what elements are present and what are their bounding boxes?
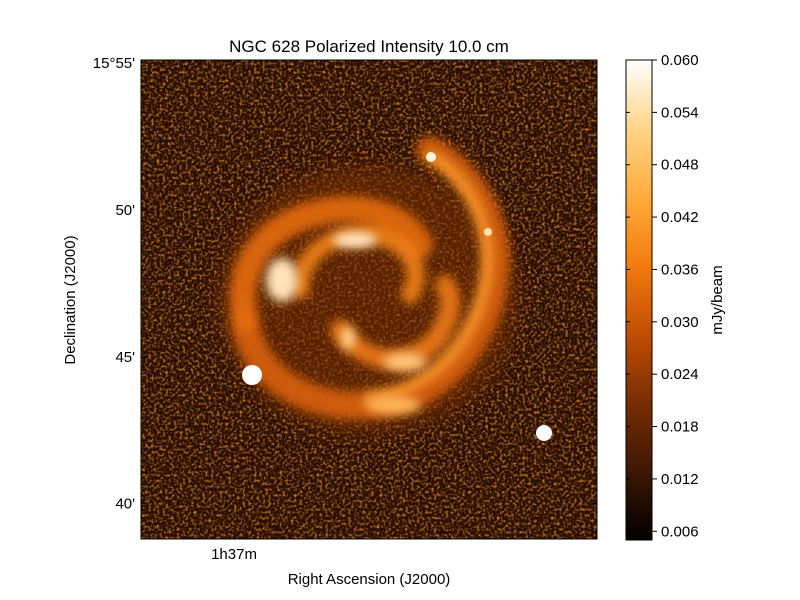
colorbar-label: mJy/beam <box>709 265 726 334</box>
y-axis: 15°55' 50' 45' 40' <box>93 55 597 513</box>
colorbar-tick-label: 0.006 <box>661 523 699 540</box>
source-south-west <box>536 425 552 441</box>
west-arm <box>229 196 433 333</box>
y-tick-label: 50' <box>115 202 135 219</box>
colorbar: 0.060 0.054 0.048 0.042 0.036 0.030 0.024 0.018… <box>625 52 726 541</box>
x-axis: 1h37m <box>211 60 257 563</box>
colorbar-tick-label: 0.024 <box>661 366 699 383</box>
y-axis-label: Declination (J2000) <box>62 235 79 364</box>
colorbar-tick-label: 0.018 <box>661 419 699 436</box>
y-tick-label: 45' <box>115 349 135 366</box>
source-arm-west <box>484 228 492 236</box>
outer-arm-core <box>364 152 493 402</box>
inner-arm-south <box>330 275 460 370</box>
x-axis-label: Right Ascension (J2000) <box>288 571 451 588</box>
colorbar-tick-label: 0.054 <box>661 104 699 121</box>
colorbar-gradient <box>625 59 653 541</box>
point-sources <box>242 152 552 441</box>
chart-title: NGC 628 Polarized Intensity 10.0 cm <box>229 37 509 56</box>
outer-arm <box>231 136 510 420</box>
colorbar-tick-label: 0.036 <box>661 261 699 278</box>
colorbar-tick-label: 0.048 <box>661 157 699 174</box>
bright-knots <box>266 232 427 414</box>
y-tick-label: 15°55' <box>93 55 135 72</box>
plot-frame <box>140 59 598 540</box>
colorbar-tick-label: 0.042 <box>661 209 699 226</box>
source-east <box>242 365 262 385</box>
colorbar-tick-label: 0.060 <box>661 52 699 69</box>
colorbar-tick-label: 0.012 <box>661 471 699 488</box>
colorbar-ticks: 0.060 0.054 0.048 0.042 0.036 0.030 0.024 0.018… <box>626 52 699 540</box>
image-panel <box>141 60 597 539</box>
source-north <box>426 152 436 162</box>
y-tick-label: 40' <box>115 496 135 513</box>
x-tick-label: 1h37m <box>211 546 257 563</box>
colorbar-tick-label: 0.030 <box>661 314 699 331</box>
